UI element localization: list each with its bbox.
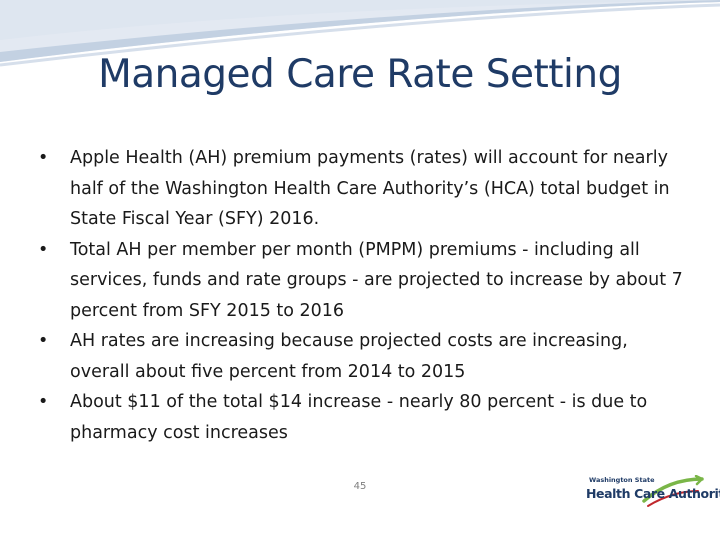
bullet-item: • Apple Health (AH) premium payments (ra… [38, 143, 688, 235]
bullet-dot: • [38, 331, 49, 351]
bullet-dot: • [38, 239, 49, 260]
bullet-text: AH rates are increasing because projecte… [70, 331, 628, 382]
bullet-dot: • [38, 148, 49, 168]
bullet-item: • About $11 of the total $14 increase - … [38, 387, 688, 448]
header-swoosh-decoration [0, 0, 720, 67]
bullet-list: • Apple Health (AH) premium payments (ra… [38, 143, 688, 448]
bullet-text: Apple Health (AH) premium payments (rate… [70, 148, 670, 229]
bullet-item: • Total AH per member per month (PMPM) p… [38, 235, 688, 327]
logo-small-text: Washington State [589, 476, 655, 484]
logo-swoosh-icon [642, 475, 704, 507]
bullet-item: • AH rates are increasing because projec… [38, 326, 688, 387]
bullet-text: About $11 of the total $14 increase - ne… [70, 392, 648, 443]
page-number: 45 [353, 481, 367, 492]
slide-title: Managed Care Rate Setting [98, 52, 622, 97]
bullet-dot: • [38, 392, 49, 412]
hca-logo: Washington State Health Care Authority [586, 473, 720, 517]
logo-name-text: Health Care Authority [586, 486, 720, 501]
bullet-text: Total AH per member per month (PMPM) pre… [70, 239, 683, 321]
